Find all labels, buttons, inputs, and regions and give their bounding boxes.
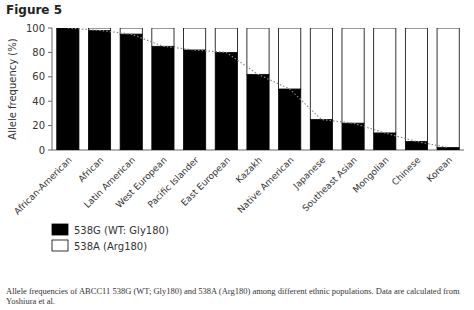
y-tick-label: 80 xyxy=(32,47,45,58)
y-axis-line xyxy=(52,28,53,150)
bar xyxy=(342,123,364,150)
bar xyxy=(215,28,237,52)
y-tick-label: 60 xyxy=(32,71,45,82)
bar xyxy=(184,50,206,150)
bar xyxy=(374,28,396,133)
x-tick-label: Native American xyxy=(236,155,296,215)
y-tick-label: 20 xyxy=(32,120,45,131)
bar xyxy=(437,28,459,148)
bar xyxy=(374,133,396,150)
legend-swatch xyxy=(52,240,68,251)
x-tick-label: East European xyxy=(179,155,232,208)
bar xyxy=(247,74,269,150)
y-tick-label: 40 xyxy=(32,96,45,107)
plot-marks xyxy=(57,28,459,150)
bar xyxy=(310,28,332,120)
legend-entry: 538G (WT: Gly180) xyxy=(74,225,169,236)
bar xyxy=(215,52,237,150)
caption: Allele frequencies of ABCC11 538G (WT; G… xyxy=(6,286,460,307)
x-tick-label: Mongolian xyxy=(351,155,391,195)
bar xyxy=(152,46,174,150)
bar xyxy=(88,30,110,150)
trend-line xyxy=(68,28,448,148)
x-tick-label: African xyxy=(76,155,105,184)
bar xyxy=(405,28,427,141)
bar xyxy=(342,28,364,123)
bar xyxy=(120,34,142,150)
bar xyxy=(279,28,301,89)
y-tick xyxy=(48,76,52,77)
legend-entry: 538A (Arg180) xyxy=(74,241,147,252)
y-tick xyxy=(48,150,52,151)
x-tick-label: Southeast Asian xyxy=(300,155,359,214)
y-tick xyxy=(48,101,52,102)
y-tick xyxy=(48,52,52,53)
chart: Figure 5 0 20 40 60 80 100 Allele frequency (%)… xyxy=(0,0,474,310)
bar xyxy=(57,28,79,150)
x-tick-label: Chinese xyxy=(390,155,423,188)
y-tick-label: 100 xyxy=(26,23,45,34)
y-tick xyxy=(48,28,52,29)
x-tick-label: African-American xyxy=(12,155,74,217)
y-tick-label: 0 xyxy=(39,145,45,156)
bar xyxy=(405,141,427,150)
x-tick-label: Kazakh xyxy=(234,155,264,185)
bar xyxy=(184,28,206,50)
y-axis-label: Allele frequency (%) xyxy=(7,38,18,139)
bar xyxy=(279,89,301,150)
x-tick-label: Korean xyxy=(425,155,454,184)
bar xyxy=(247,28,269,74)
bar xyxy=(152,28,174,46)
y-tick xyxy=(48,125,52,126)
bar xyxy=(310,120,332,151)
legend-swatch xyxy=(52,224,68,235)
bar xyxy=(120,28,142,34)
title: Figure 5 xyxy=(6,3,62,17)
